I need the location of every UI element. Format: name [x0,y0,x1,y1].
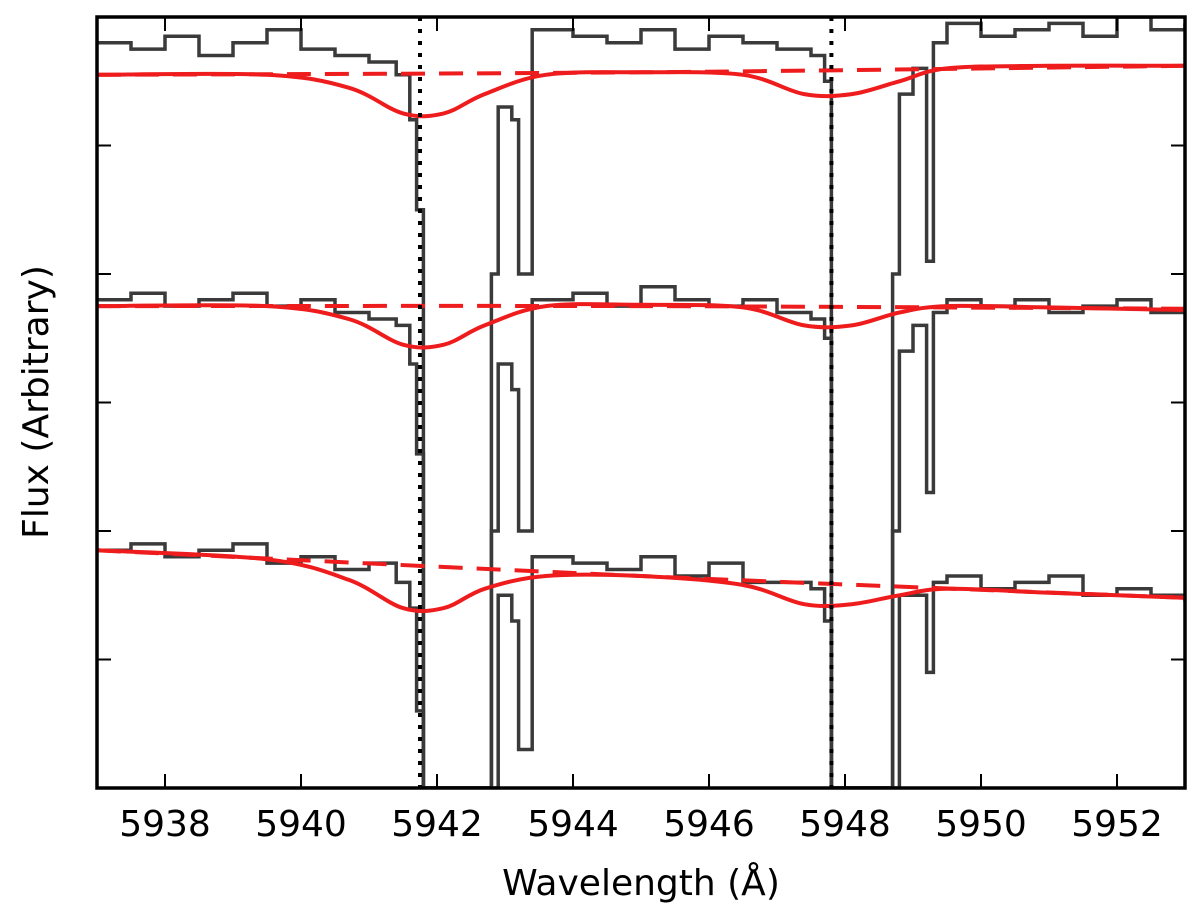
x-tick-label: 5944 [527,804,619,845]
x-tick-label: 5952 [1071,804,1163,845]
axis-ticks: 5938 5940 5942 5944 5946 5948 5950 5952 [97,16,1185,845]
y-axis-label: Flux (Arbitrary) [16,265,57,539]
x-tick-label: 5940 [255,804,347,845]
model-curve-dashed-6 [97,303,1185,311]
model-curve-solid-5 [97,302,1185,350]
plot-frame [95,15,1187,790]
x-tick-label: 5946 [663,804,755,845]
model-curve-dashed-8 [97,548,1185,600]
observed-spectrum-0 [97,17,1185,788]
model-curve-dashed-4 [97,63,1185,77]
x-tick-label: 5938 [119,804,211,845]
plot-content [97,17,1185,788]
x-tick-label: 5950 [935,804,1027,845]
x-tick-label: 5948 [799,804,891,845]
x-tick-label: 5942 [391,804,483,845]
observed-spectrum-1 [97,285,1185,788]
x-axis-label: Wavelength (Å) [502,861,780,904]
observed-spectrum-2 [97,542,1185,788]
